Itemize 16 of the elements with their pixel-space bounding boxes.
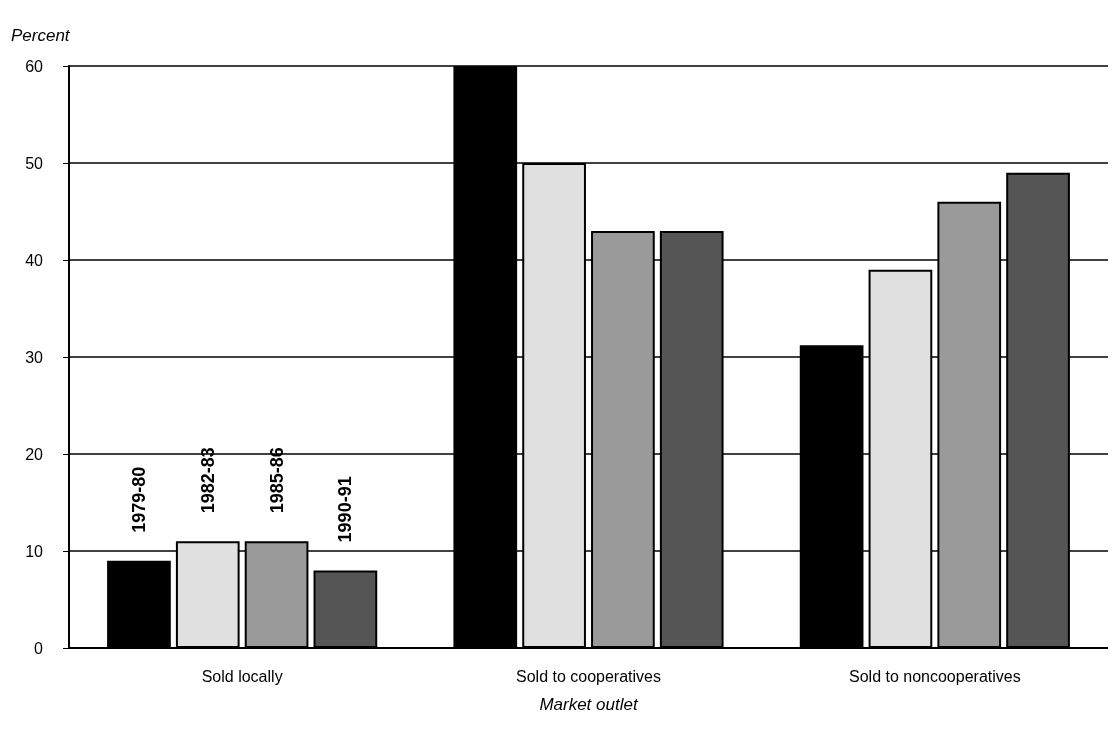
text: 1990-91 [335,476,356,543]
y-tick-label: 30 [25,348,44,366]
y-tick-label: 0 [34,639,44,657]
y-tick-label: 20 [25,445,44,463]
y-tick-label: 10 [25,542,44,560]
text: 1985-86 [266,447,287,514]
text: 1979-80 [128,466,149,533]
y-tick-label: 50 [25,154,44,172]
x-axis-title: Market outlet [539,695,639,714]
text: 1982-83 [197,447,218,514]
x-tick-label: Sold to noncooperatives [849,667,1021,685]
x-tick-label: Sold to cooperatives [516,667,661,685]
y-axis-title: Percent [11,26,71,45]
y-tick-label: 60 [25,57,44,75]
y-tick-label: 40 [25,251,44,269]
x-tick-label: Sold locally [201,667,283,685]
